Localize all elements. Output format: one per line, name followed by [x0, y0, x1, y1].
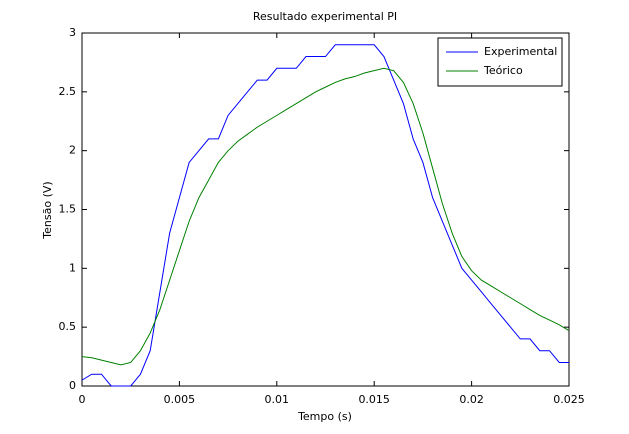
- y-tick-label: 1.5: [59, 203, 77, 216]
- legend-label: Teórico: [483, 64, 523, 77]
- x-tick-label: 0.015: [358, 393, 390, 406]
- x-tick-label: 0: [79, 393, 86, 406]
- chart-title: Resultado experimental PI: [253, 10, 397, 23]
- x-tick-label: 0.02: [459, 393, 484, 406]
- plot-area: [81, 32, 570, 387]
- x-axis-label: Tempo (s): [297, 410, 352, 423]
- y-axis-label: Tensão (V): [41, 181, 54, 239]
- y-tick-label: 0: [69, 379, 76, 392]
- x-tick-label: 0.01: [265, 393, 290, 406]
- y-tick-label: 0.5: [59, 320, 77, 333]
- y-tick-label: 1: [69, 261, 76, 274]
- legend-label: Experimental: [484, 45, 557, 58]
- y-tick-label: 2.5: [59, 85, 77, 98]
- legend-box: [437, 37, 563, 87]
- series-line: [81, 44, 569, 387]
- y-tick-label: 3: [69, 26, 76, 39]
- y-tick-label: 2: [69, 144, 76, 157]
- series-line: [81, 67, 570, 366]
- x-tick-label: 0.025: [553, 393, 585, 406]
- x-tick-label: 0.005: [164, 393, 196, 406]
